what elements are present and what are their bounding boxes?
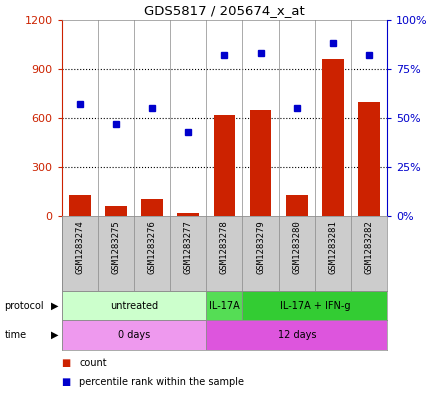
Bar — [105, 206, 127, 216]
Text: ▶: ▶ — [51, 330, 58, 340]
Text: IL-17A: IL-17A — [209, 301, 240, 310]
Text: GSM1283282: GSM1283282 — [365, 220, 374, 274]
Text: GSM1283280: GSM1283280 — [292, 220, 301, 274]
Bar — [206, 320, 387, 350]
Text: GSM1283274: GSM1283274 — [75, 220, 84, 274]
Bar — [62, 291, 206, 320]
Text: ■: ■ — [62, 377, 71, 387]
Text: ▶: ▶ — [51, 301, 58, 310]
Bar — [358, 101, 380, 216]
Bar — [141, 199, 163, 216]
Text: GSM1283281: GSM1283281 — [328, 220, 337, 274]
Bar — [250, 110, 271, 216]
Bar — [286, 195, 308, 216]
Text: 0 days: 0 days — [118, 330, 150, 340]
Title: GDS5817 / 205674_x_at: GDS5817 / 205674_x_at — [144, 4, 305, 17]
Text: GSM1283277: GSM1283277 — [184, 220, 193, 274]
Bar — [62, 320, 206, 350]
Text: protocol: protocol — [4, 301, 44, 310]
Bar — [69, 195, 91, 216]
Text: count: count — [79, 358, 107, 368]
Text: GSM1283275: GSM1283275 — [111, 220, 121, 274]
Text: GSM1283278: GSM1283278 — [220, 220, 229, 274]
Bar — [213, 116, 235, 216]
Text: 12 days: 12 days — [278, 330, 316, 340]
Text: percentile rank within the sample: percentile rank within the sample — [79, 377, 244, 387]
Text: untreated: untreated — [110, 301, 158, 310]
Text: time: time — [4, 330, 26, 340]
Text: ■: ■ — [62, 358, 71, 368]
Text: GSM1283279: GSM1283279 — [256, 220, 265, 274]
Bar — [322, 59, 344, 216]
Bar — [177, 213, 199, 216]
Text: IL-17A + IFN-g: IL-17A + IFN-g — [279, 301, 350, 310]
Bar — [206, 291, 242, 320]
Text: GSM1283276: GSM1283276 — [147, 220, 157, 274]
Bar — [242, 291, 387, 320]
